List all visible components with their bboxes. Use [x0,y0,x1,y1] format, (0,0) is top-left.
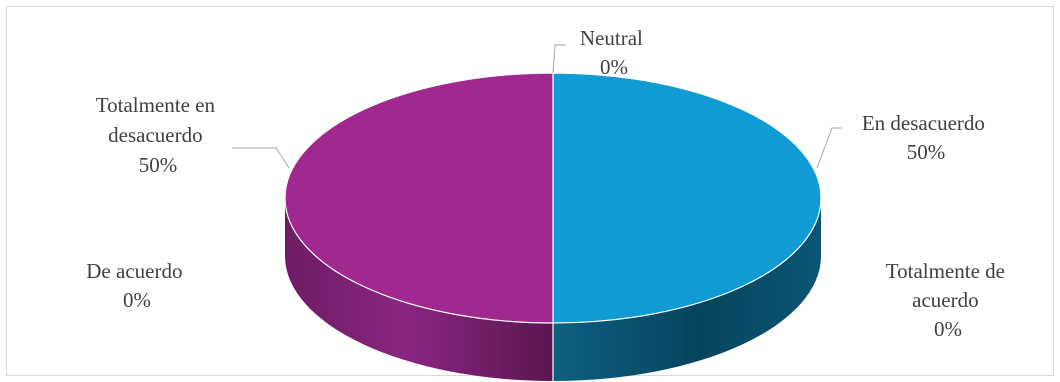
pie-side-en-desacuerdo [553,198,821,381]
label-de-acuerdo-percent: 0% [123,288,151,312]
label-totalmente-en-desacuerdo-line2: desacuerdo [108,123,202,147]
pie-slice-en-desacuerdo [552,72,822,324]
leader-line-neutral [552,44,566,74]
pie-slice-totalmente-en-desacuerdo [284,72,554,324]
label-totalmente-en-desacuerdo: Totalmente en desacuerdo 50% [96,93,220,177]
label-neutral-name: Neutral [580,26,643,50]
label-de-acuerdo: De acuerdo 0% [86,259,187,312]
label-totalmente-de-acuerdo-line2: acuerdo [912,288,978,312]
leader-line-en-desacuerdo [816,127,842,169]
leader-line-totalmente-en-desacuerdo [232,147,290,169]
label-totalmente-en-desacuerdo-percent: 50% [139,153,178,177]
pie-side-totalmente-en-desacuerdo [285,198,553,381]
label-totalmente-de-acuerdo-line1: Totalmente de [886,259,1005,283]
label-en-desacuerdo-name: En desacuerdo [862,111,985,135]
label-totalmente-de-acuerdo-percent: 0% [934,317,962,341]
label-neutral-percent: 0% [600,55,628,79]
label-totalmente-de-acuerdo: Totalmente de acuerdo 0% [886,259,1010,341]
label-de-acuerdo-name: De acuerdo [86,259,182,283]
label-en-desacuerdo-percent: 50% [907,140,946,164]
label-totalmente-en-desacuerdo-line1: Totalmente en [96,93,216,117]
label-neutral: Neutral 0% [580,26,648,79]
label-en-desacuerdo: En desacuerdo 50% [862,111,990,164]
